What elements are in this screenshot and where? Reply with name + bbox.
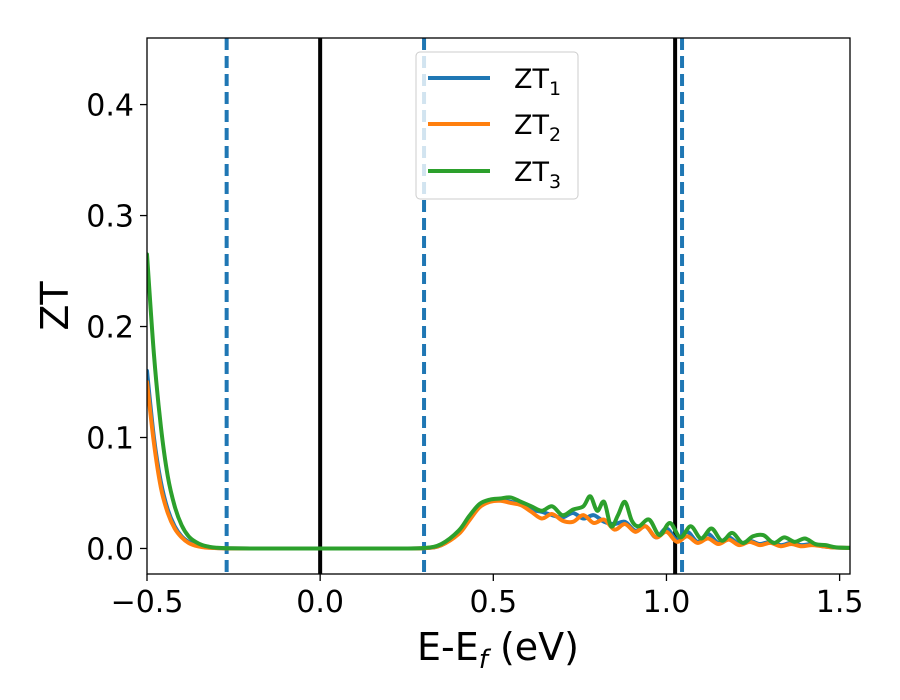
y-tick-label: 0.1 <box>86 422 134 457</box>
legend-entry-1: ZT1 <box>428 64 561 100</box>
series-line-3 <box>147 252 850 551</box>
y-axis-ticks: 0.0 0.1 0.2 0.3 0.4 <box>86 89 147 567</box>
x-tick-label: 1.0 <box>643 585 691 620</box>
x-tick-label: 1.5 <box>816 585 864 620</box>
legend-entry-2: ZT2 <box>428 110 561 146</box>
x-tick-label: −0.5 <box>111 585 184 620</box>
y-tick-label: 0.0 <box>86 532 134 567</box>
y-tick-label: 0.3 <box>86 200 134 235</box>
legend-entry-3: ZT3 <box>428 157 561 193</box>
x-axis-ticks: −0.5 0.0 0.5 1.0 1.5 <box>111 574 864 620</box>
legend-box <box>415 51 579 200</box>
legend-label-3: ZT3 <box>514 157 561 193</box>
x-tick-label: 0.0 <box>296 585 344 620</box>
y-tick-label: 0.2 <box>86 311 134 346</box>
series-line-1 <box>147 368 850 551</box>
plot-frame <box>146 37 851 575</box>
series-lines <box>147 252 850 551</box>
legend-label-2: ZT2 <box>514 110 561 146</box>
legend-label-1: ZT1 <box>514 64 561 100</box>
x-tick-label: 0.5 <box>469 585 517 620</box>
y-tick-label: 0.4 <box>86 89 134 124</box>
y-axis-label: ZT <box>33 281 77 331</box>
x-axis-label: E-Ef (eV) <box>417 625 579 675</box>
series-line-2 <box>147 380 850 551</box>
reference-lines <box>224 38 685 574</box>
legend: ZT1 ZT2 ZT3 <box>415 51 579 200</box>
